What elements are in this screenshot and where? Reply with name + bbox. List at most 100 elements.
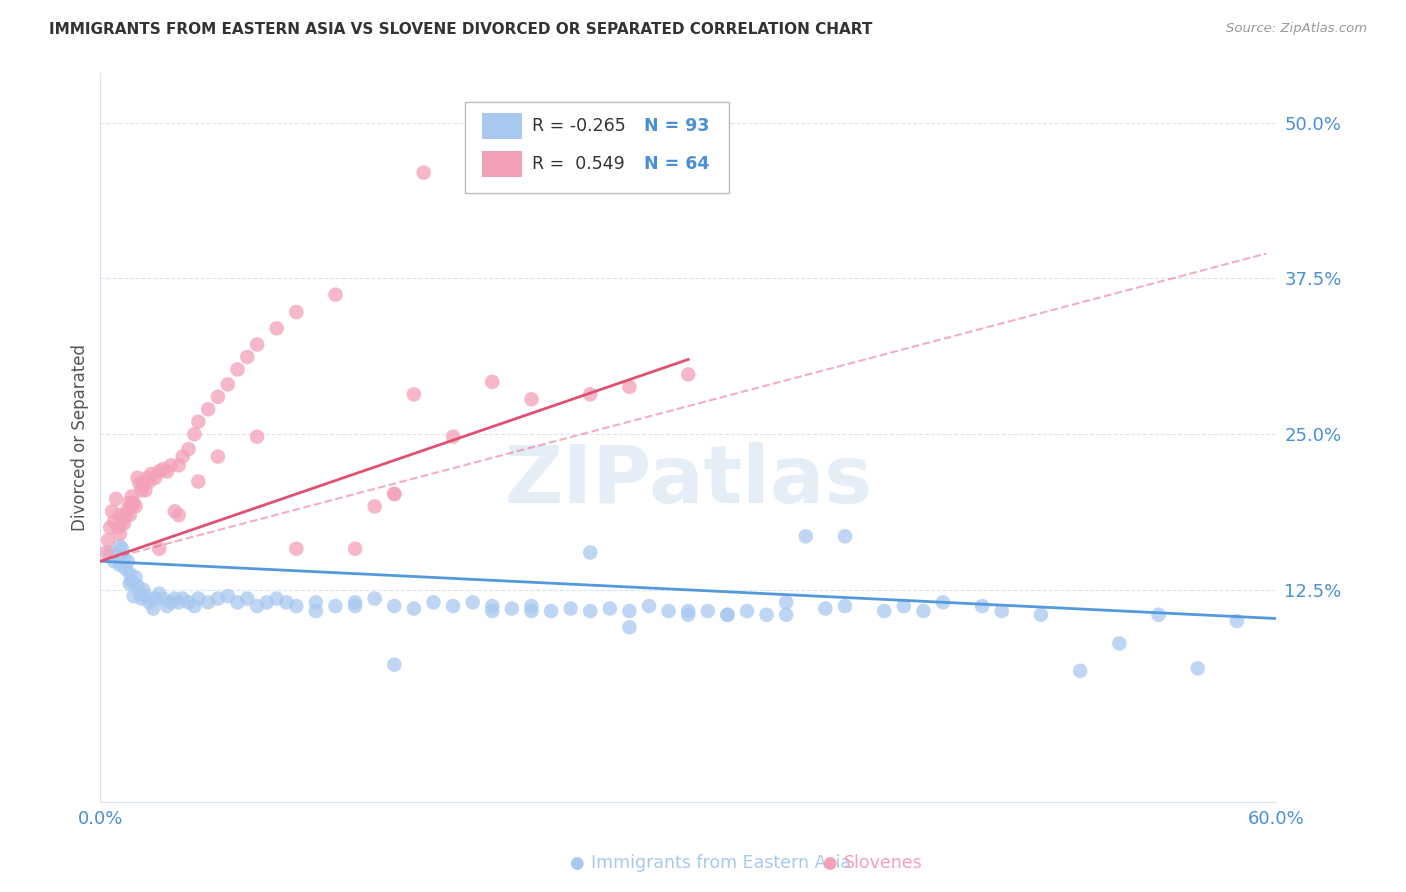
Point (101, 504, 124, 518)
Point (814, 601, 837, 615)
Point (121, 574, 143, 589)
Text: R = -0.265: R = -0.265 (531, 117, 626, 136)
Point (177, 442, 200, 457)
Point (658, 604, 681, 618)
Point (441, 430, 464, 444)
Point (207, 390, 229, 404)
Point (363, 591, 385, 606)
Point (183, 599, 205, 613)
Point (246, 337, 269, 351)
Point (121, 500, 143, 514)
Point (579, 545, 602, 559)
Point (285, 599, 308, 613)
Point (127, 579, 149, 593)
Point (246, 430, 269, 444)
Point (148, 586, 170, 600)
Point (344, 595, 367, 609)
Point (97, 533, 120, 547)
Point (134, 483, 156, 498)
Point (118, 576, 141, 591)
Point (160, 595, 183, 609)
Point (163, 591, 186, 606)
Point (402, 601, 425, 615)
Point (676, 368, 699, 382)
Point (226, 362, 249, 376)
Point (197, 402, 219, 417)
Point (276, 595, 298, 609)
Point (520, 604, 543, 618)
Point (103, 554, 125, 568)
Point (834, 529, 856, 543)
Point (118, 496, 141, 510)
Point (1226, 614, 1249, 628)
Point (132, 582, 155, 597)
Point (167, 508, 190, 523)
Point (112, 551, 135, 566)
Point (560, 601, 582, 615)
Point (619, 380, 641, 394)
Point (481, 599, 503, 613)
FancyBboxPatch shape (482, 151, 523, 178)
Point (1108, 636, 1130, 650)
Point (156, 465, 179, 479)
Point (1147, 607, 1170, 622)
Point (873, 604, 896, 618)
Point (716, 607, 738, 622)
Point (382, 487, 405, 501)
Point (676, 607, 699, 622)
Point (138, 475, 160, 489)
Point (344, 541, 367, 556)
Point (114, 508, 136, 523)
Point (131, 591, 153, 606)
Point (363, 500, 385, 514)
Point (108, 558, 131, 572)
Point (540, 604, 562, 618)
Point (124, 570, 146, 584)
Point (134, 589, 156, 603)
Point (167, 595, 190, 609)
Point (520, 599, 543, 613)
FancyBboxPatch shape (465, 102, 730, 194)
Point (266, 321, 288, 335)
Point (755, 607, 778, 622)
Point (111, 514, 134, 528)
Point (187, 415, 209, 429)
Point (163, 504, 186, 518)
Point (501, 601, 523, 615)
Point (305, 595, 328, 609)
Point (696, 604, 718, 618)
Text: ZIPatlas: ZIPatlas (505, 442, 872, 520)
Point (112, 516, 135, 531)
Point (148, 465, 170, 479)
Point (138, 595, 160, 609)
Point (152, 462, 174, 476)
Point (118, 566, 141, 581)
Point (638, 599, 661, 613)
Point (735, 604, 758, 618)
Point (344, 599, 367, 613)
Point (422, 595, 444, 609)
Point (121, 490, 143, 504)
Point (285, 305, 308, 319)
Point (148, 541, 170, 556)
Point (619, 620, 641, 634)
Point (177, 595, 200, 609)
Point (114, 562, 136, 576)
Point (716, 607, 738, 622)
Point (172, 591, 194, 606)
Point (143, 591, 166, 606)
FancyBboxPatch shape (482, 113, 523, 139)
Point (893, 599, 915, 613)
Point (124, 500, 146, 514)
Point (325, 599, 347, 613)
Point (141, 467, 163, 481)
Point (619, 604, 641, 618)
Point (599, 601, 621, 615)
Point (305, 604, 328, 618)
Point (197, 595, 219, 609)
Point (1187, 661, 1209, 675)
Point (96, 545, 118, 559)
Text: ●: ● (823, 855, 837, 872)
Point (412, 166, 434, 180)
Point (128, 477, 150, 491)
